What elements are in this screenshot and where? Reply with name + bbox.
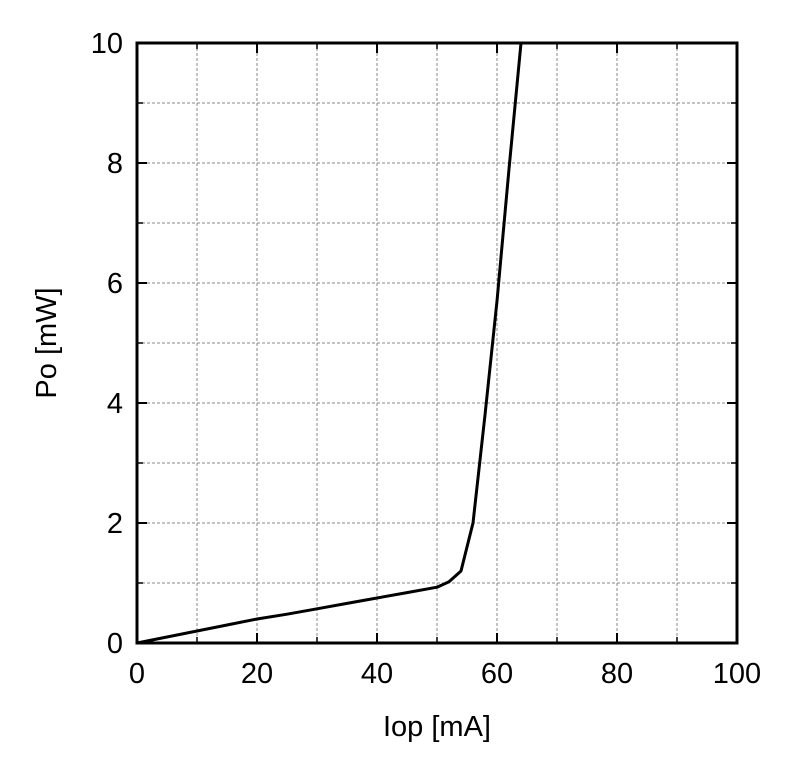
y-tick-label: 2 [107,508,123,540]
y-tick-label: 10 [91,28,123,60]
y-axis-label: Po [mW] [31,287,63,398]
x-axis-label: Iop [mA] [383,711,491,743]
x-tick-label: 0 [129,658,145,690]
x-tick-label: 100 [713,658,761,690]
x-tick-label: 20 [241,658,273,690]
plot-frame [135,41,739,645]
y-tick-labels: 0 2 4 6 8 10 [91,28,123,660]
y-tick-label: 0 [107,628,123,660]
x-tick-label: 40 [361,658,393,690]
grid [137,43,737,643]
x-tick-label: 60 [481,658,513,690]
y-tick-label: 8 [107,148,123,180]
x-tick-label: 80 [601,658,633,690]
y-tick-label: 4 [107,388,123,420]
series-line [136,42,523,645]
x-tick-labels: 0 20 40 60 80 100 [129,658,761,690]
y-tick-label: 6 [107,268,123,300]
